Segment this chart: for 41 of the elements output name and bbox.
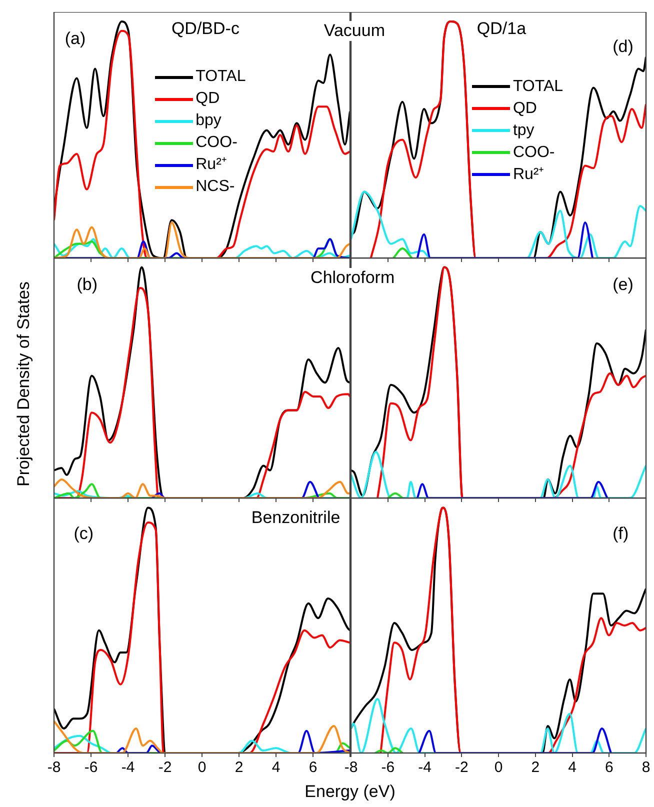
x-tick-label: -8 <box>344 759 358 776</box>
x-tick-label: -4 <box>418 759 432 776</box>
x-tick-label: 6 <box>604 759 614 776</box>
x-tick-label: 2 <box>234 759 244 776</box>
x-tick-label: -8 <box>47 759 61 776</box>
x-tick-label: -4 <box>121 759 135 776</box>
annotation: (f) <box>610 524 631 544</box>
annotation: (d) <box>610 36 636 57</box>
legend-label: COO- <box>512 142 555 163</box>
legend-label: Ru²⁺ <box>196 155 226 176</box>
legend-label: Ru²⁺ <box>512 164 544 185</box>
x-tick-label: -6 <box>84 759 98 776</box>
legend-label: bpy <box>196 111 222 132</box>
annotation: Benzonitrile <box>249 508 342 528</box>
x-axis-title: Energy (eV) <box>304 782 396 802</box>
x-tick-label: 4 <box>568 759 576 776</box>
annotation: Chloroform <box>308 268 397 288</box>
x-tick-label: 4 <box>272 759 280 776</box>
x-tick-label: 0 <box>494 759 503 776</box>
x-tick-label: 2 <box>531 759 540 776</box>
legend-label: TOTAL <box>196 67 246 88</box>
annotation: (e) <box>610 274 636 295</box>
annotation: (c) <box>72 524 96 544</box>
legend-label: TOTAL <box>512 76 564 97</box>
x-tick-label: -6 <box>381 759 395 776</box>
legend-label: COO- <box>196 133 238 154</box>
legend-label: tpy <box>512 120 534 141</box>
x-tick-label: -2 <box>158 759 172 776</box>
y-axis-title: Projected Density of States <box>14 281 34 487</box>
x-tick-label: 0 <box>198 759 206 776</box>
legend-label: QD <box>512 98 537 119</box>
annotation: QD/1a <box>474 19 528 40</box>
legend-label: NCS- <box>196 177 235 198</box>
annotation: Vacuum <box>322 20 387 41</box>
annotation: (a) <box>62 29 88 50</box>
x-tick-label: 8 <box>642 759 650 776</box>
legend-label: QD <box>196 89 220 110</box>
x-tick-label: -2 <box>454 759 468 776</box>
x-tick-label: 6 <box>308 759 318 776</box>
annotation: (b) <box>74 274 100 295</box>
annotation: QD/BD-c <box>169 19 242 40</box>
